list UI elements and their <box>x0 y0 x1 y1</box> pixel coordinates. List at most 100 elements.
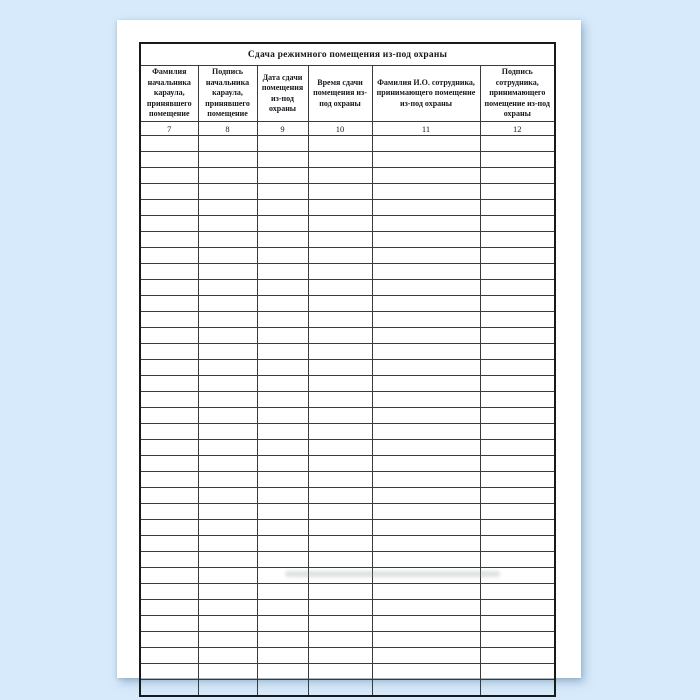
empty-cell <box>139 151 199 168</box>
empty-cell <box>371 663 481 680</box>
empty-cell <box>371 295 481 312</box>
empty-cell <box>371 583 481 600</box>
empty-cell <box>371 407 481 424</box>
empty-cell <box>371 167 481 184</box>
empty-cell <box>371 455 481 472</box>
empty-cell <box>371 279 481 296</box>
empty-cell <box>479 519 556 536</box>
empty-cell <box>371 647 481 664</box>
empty-cell <box>307 519 373 536</box>
empty-cell <box>256 215 309 232</box>
empty-cell <box>307 439 373 456</box>
empty-data-row <box>139 407 556 424</box>
empty-cell <box>371 151 481 168</box>
empty-cell <box>139 199 199 216</box>
empty-cell <box>479 439 556 456</box>
empty-cell <box>307 183 373 200</box>
empty-cell <box>307 375 373 392</box>
empty-cell <box>256 135 309 152</box>
empty-cell <box>139 439 199 456</box>
empty-data-row <box>139 599 556 616</box>
empty-cell <box>139 647 199 664</box>
empty-cell <box>197 151 258 168</box>
empty-data-row <box>139 135 556 152</box>
empty-cell <box>139 391 199 408</box>
empty-cell <box>371 135 481 152</box>
empty-cell <box>256 503 309 520</box>
empty-cell <box>371 599 481 616</box>
empty-cell <box>307 215 373 232</box>
empty-cell <box>307 343 373 360</box>
col-header-guard-chief-signature: Подпись начальника караула, принявшего п… <box>197 65 258 122</box>
empty-cell <box>371 631 481 648</box>
empty-cell <box>197 455 258 472</box>
empty-cell <box>256 279 309 296</box>
empty-cell <box>307 391 373 408</box>
empty-cell <box>197 199 258 216</box>
empty-cell <box>256 679 309 697</box>
empty-cell <box>139 615 199 632</box>
empty-cell <box>307 279 373 296</box>
empty-cell <box>197 567 258 584</box>
empty-cell <box>479 279 556 296</box>
empty-cell <box>307 615 373 632</box>
empty-data-row <box>139 263 556 280</box>
empty-cell <box>479 647 556 664</box>
empty-cell <box>479 631 556 648</box>
empty-cell <box>371 519 481 536</box>
empty-cell <box>197 359 258 376</box>
empty-cell <box>139 503 199 520</box>
empty-cell <box>371 423 481 440</box>
empty-cell <box>371 263 481 280</box>
empty-cell <box>371 487 481 504</box>
empty-cell <box>256 391 309 408</box>
empty-cell <box>197 679 258 697</box>
empty-cell <box>256 247 309 264</box>
empty-cell <box>479 231 556 248</box>
empty-cell <box>139 247 199 264</box>
empty-cell <box>256 599 309 616</box>
empty-cell <box>307 471 373 488</box>
empty-cell <box>256 311 309 328</box>
col-header-employee-signature: Подпись сотрудника, принимающего помещен… <box>479 65 556 122</box>
document-page: Сдача режимного помещения из-под охраны … <box>117 20 581 697</box>
empty-cell <box>256 519 309 536</box>
empty-cell <box>139 487 199 504</box>
empty-cell <box>371 503 481 520</box>
empty-data-row <box>139 151 556 168</box>
empty-data-row <box>139 247 556 264</box>
empty-cell <box>139 311 199 328</box>
empty-cell <box>197 167 258 184</box>
empty-data-row <box>139 183 556 200</box>
empty-cell <box>197 343 258 360</box>
empty-cell <box>197 439 258 456</box>
empty-data-row <box>139 647 556 664</box>
empty-cell <box>197 263 258 280</box>
empty-cell <box>197 135 258 152</box>
empty-cell <box>307 679 373 697</box>
empty-cell <box>139 167 199 184</box>
empty-data-row <box>139 503 556 520</box>
empty-cell <box>307 295 373 312</box>
column-number-10: 10 <box>307 121 373 136</box>
empty-cell <box>371 199 481 216</box>
empty-cell <box>479 599 556 616</box>
empty-cell <box>307 231 373 248</box>
empty-cell <box>256 551 309 568</box>
empty-cell <box>307 535 373 552</box>
empty-cell <box>197 391 258 408</box>
empty-data-row <box>139 535 556 552</box>
empty-cell <box>139 535 199 552</box>
empty-cell <box>371 375 481 392</box>
empty-cell <box>197 487 258 504</box>
empty-cell <box>307 647 373 664</box>
empty-cell <box>307 503 373 520</box>
empty-data-row <box>139 167 556 184</box>
empty-cell <box>256 567 309 584</box>
empty-cell <box>256 295 309 312</box>
empty-data-row <box>139 327 556 344</box>
empty-cell <box>197 183 258 200</box>
empty-data-row <box>139 215 556 232</box>
empty-cell <box>479 135 556 152</box>
empty-data-row <box>139 631 556 648</box>
